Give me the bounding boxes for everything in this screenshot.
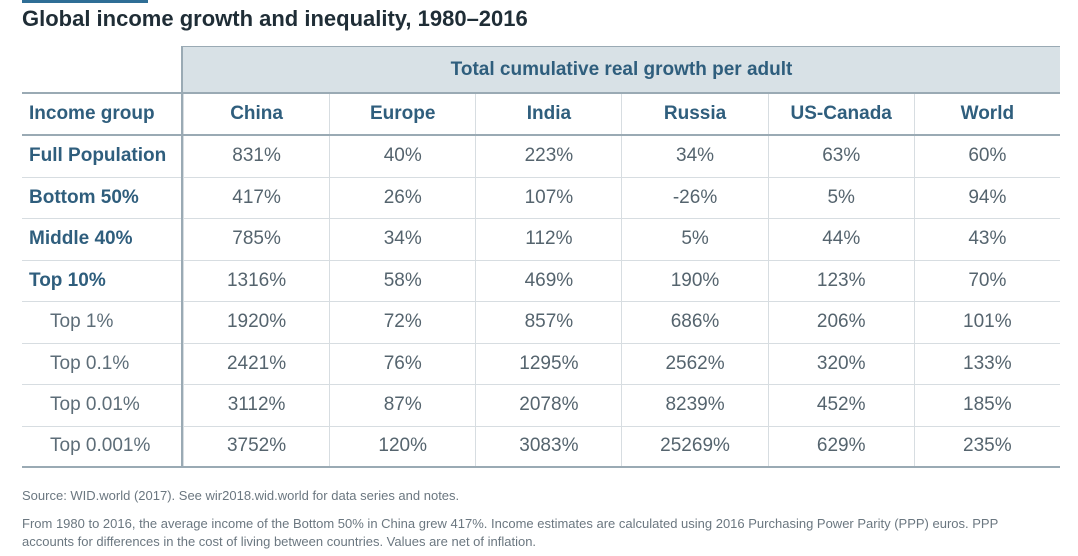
table-cell: 43% bbox=[913, 219, 1060, 260]
column-header: Income group bbox=[29, 103, 155, 124]
table-row: Full Population 831% 40% 223% 34% 63% 60% bbox=[22, 136, 1060, 178]
table-cell: 34% bbox=[621, 136, 767, 177]
table-row: Top 0.001% 3752% 120% 3083% 25269% 629% 235% bbox=[22, 426, 1060, 468]
table-row: Top 1% 1920% 72% 857% 686% 206% 101% bbox=[22, 302, 1060, 344]
table-cell: 235% bbox=[913, 426, 1060, 466]
footnote: From 1980 to 2016, the average income of… bbox=[22, 516, 999, 549]
row-label: Top 0.1% bbox=[50, 352, 130, 374]
page-title: Global income growth and inequality, 198… bbox=[22, 6, 528, 31]
column-header: World bbox=[913, 94, 1060, 134]
table-cell: 63% bbox=[767, 136, 914, 177]
table-cell: 185% bbox=[913, 385, 1060, 426]
table-grid: Income group China Europe India Russia U… bbox=[22, 92, 1060, 468]
table-cell: 133% bbox=[913, 343, 1060, 384]
table-cell: 5% bbox=[621, 219, 767, 260]
table-cell: 2078% bbox=[475, 385, 621, 426]
table-cell: 452% bbox=[767, 385, 914, 426]
table-cell: -26% bbox=[621, 177, 767, 218]
table-cell: 3083% bbox=[475, 426, 621, 466]
table-cell: 1920% bbox=[183, 302, 329, 343]
table-cell: 60% bbox=[913, 136, 1060, 177]
table-cell: 101% bbox=[913, 302, 1060, 343]
row-label: Bottom 50% bbox=[29, 186, 139, 208]
group-header: Total cumulative real growth per adult bbox=[183, 46, 1060, 93]
table-cell: 190% bbox=[621, 260, 767, 301]
table-cell: 34% bbox=[329, 219, 475, 260]
column-header: China bbox=[183, 94, 329, 134]
table-cell: 72% bbox=[329, 302, 475, 343]
table-cell: 94% bbox=[913, 177, 1060, 218]
table-cell: 8239% bbox=[621, 385, 767, 426]
table-cell: 831% bbox=[183, 136, 329, 177]
table-cell: 469% bbox=[475, 260, 621, 301]
table-cell: 107% bbox=[475, 177, 621, 218]
table-cell: 785% bbox=[183, 219, 329, 260]
row-label: Top 0.01% bbox=[50, 394, 140, 416]
table-cell: 629% bbox=[767, 426, 914, 466]
row-label: Top 10% bbox=[29, 269, 106, 291]
table-cell: 857% bbox=[475, 302, 621, 343]
table-row: Top 10% 1316% 58% 469% 190% 123% 70% bbox=[22, 260, 1060, 302]
accent-bar bbox=[22, 0, 148, 3]
table-cell: 1295% bbox=[475, 343, 621, 384]
table-cell: 25269% bbox=[621, 426, 767, 466]
table-row: Bottom 50% 417% 26% 107% -26% 5% 94% bbox=[22, 177, 1060, 219]
row-label: Top 0.001% bbox=[50, 435, 151, 457]
table-cell: 26% bbox=[329, 177, 475, 218]
column-header: India bbox=[475, 94, 621, 134]
row-label: Middle 40% bbox=[29, 228, 133, 250]
column-header: Russia bbox=[621, 94, 767, 134]
table-cell: 40% bbox=[329, 136, 475, 177]
table-cell: 223% bbox=[475, 136, 621, 177]
table-cell: 2421% bbox=[183, 343, 329, 384]
row-label: Top 1% bbox=[50, 311, 114, 333]
column-header: US-Canada bbox=[767, 94, 914, 134]
table-cell: 123% bbox=[767, 260, 914, 301]
table-cell: 3112% bbox=[183, 385, 329, 426]
table-cell: 3752% bbox=[183, 426, 329, 466]
table-cell: 2562% bbox=[621, 343, 767, 384]
table-cell: 70% bbox=[913, 260, 1060, 301]
table-cell: 320% bbox=[767, 343, 914, 384]
table-row: Top 0.1% 2421% 76% 1295% 2562% 320% 133% bbox=[22, 343, 1060, 385]
table-row: Top 0.01% 3112% 87% 2078% 8239% 452% 185% bbox=[22, 385, 1060, 427]
table-header-row: Income group China Europe India Russia U… bbox=[22, 92, 1060, 136]
table-cell: 76% bbox=[329, 343, 475, 384]
table-row: Middle 40% 785% 34% 112% 5% 44% 43% bbox=[22, 219, 1060, 261]
table-cell: 87% bbox=[329, 385, 475, 426]
table-cell: 686% bbox=[621, 302, 767, 343]
table-cell: 44% bbox=[767, 219, 914, 260]
column-header: Europe bbox=[329, 94, 475, 134]
table-cell: 112% bbox=[475, 219, 621, 260]
table-cell: 5% bbox=[767, 177, 914, 218]
table-cell: 1316% bbox=[183, 260, 329, 301]
table-cell: 120% bbox=[329, 426, 475, 466]
table-cell: 206% bbox=[767, 302, 914, 343]
column-divider bbox=[181, 46, 183, 468]
source-note: Source: WID.world (2017). See wir2018.wi… bbox=[22, 488, 460, 503]
table-cell: 417% bbox=[183, 177, 329, 218]
row-label: Full Population bbox=[29, 145, 167, 167]
table-cell: 58% bbox=[329, 260, 475, 301]
